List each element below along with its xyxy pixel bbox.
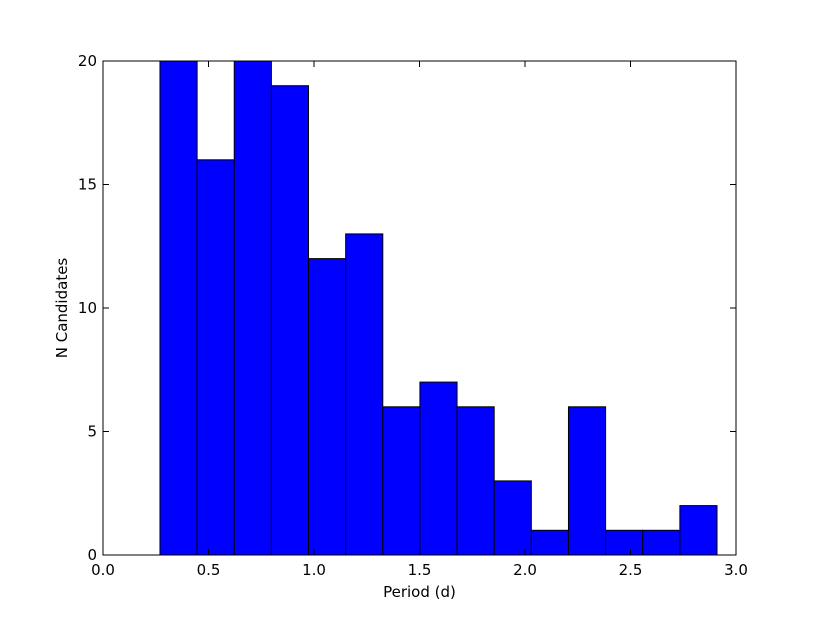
y-tick-label: 10 [78, 299, 97, 317]
histogram-bar [196, 159, 235, 556]
x-tick-label: 0.5 [197, 561, 221, 579]
y-tick-label: 0 [87, 546, 97, 564]
bars-group [159, 60, 718, 556]
x-tick-label: 1.5 [408, 561, 432, 579]
x-tick-label: 3.0 [724, 561, 748, 579]
histogram-bar [382, 406, 421, 556]
y-tick-label: 5 [87, 423, 97, 441]
histogram-bar [345, 233, 384, 556]
histogram-bar [642, 529, 681, 556]
histogram-bar [233, 60, 272, 556]
x-tick-label: 1.0 [302, 561, 326, 579]
y-tick-label: 15 [78, 176, 97, 194]
x-axis-label: Period (d) [383, 583, 456, 601]
x-tick-label: 0.0 [91, 561, 115, 579]
histogram-bar [567, 406, 607, 556]
x-tick-label: 2.5 [619, 561, 643, 579]
histogram-bar [493, 480, 532, 556]
histogram-bar [419, 381, 458, 556]
histogram-bar [270, 85, 310, 556]
histogram-bar [159, 60, 198, 556]
histogram-bar [605, 529, 644, 556]
histogram-bar [456, 406, 495, 556]
y-tick-label: 20 [78, 52, 97, 70]
x-tick-label: 2.0 [513, 561, 537, 579]
y-axis-label: N Candidates [53, 258, 71, 359]
histogram-bar [530, 529, 569, 556]
histogram-bar [679, 505, 718, 556]
histogram-bar [308, 258, 347, 556]
ticks-group: 0.0 0.5 1.0 1.5 2.0 2.5 3.0 0 5 10 15 20 [78, 52, 748, 579]
